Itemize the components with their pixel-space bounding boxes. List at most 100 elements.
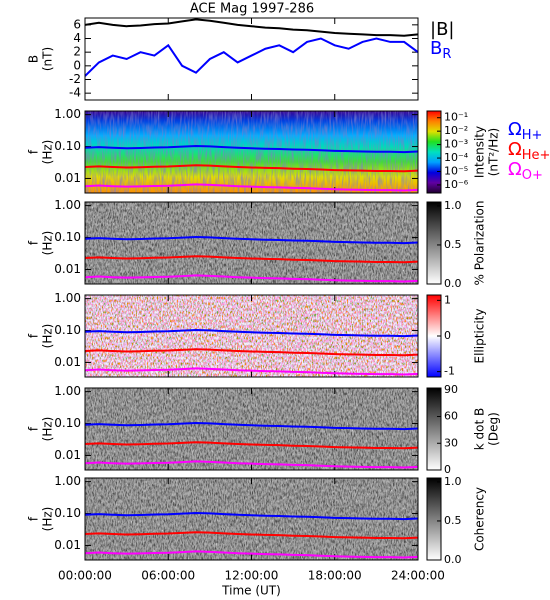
plot-frame — [84, 17, 419, 101]
series-line — [85, 531, 418, 540]
series-group — [85, 511, 418, 559]
series-line — [85, 183, 418, 192]
colorbar-label: (nT²/Hz) — [487, 128, 501, 176]
y-axis-label: f — [27, 149, 41, 154]
y-axis-label: f — [27, 333, 41, 338]
x-tick-label: 18:00:00 — [308, 569, 362, 583]
series-line — [85, 367, 418, 376]
colorbar-tick-label: 10⁻³ — [444, 138, 468, 151]
series-line — [85, 460, 418, 469]
y-tick-label: 0.01 — [54, 448, 81, 462]
series-line — [85, 37, 418, 77]
legend-label: ΩO+ — [508, 159, 543, 183]
series-line — [85, 550, 418, 559]
plot-frame — [84, 477, 419, 561]
y-tick-label: 1.00 — [54, 474, 81, 488]
y-tick-label: 1.00 — [54, 384, 81, 398]
chart-title: ACE Mag 1997-286 — [190, 2, 314, 17]
legend-name: Ω — [508, 119, 522, 140]
series-line — [85, 18, 418, 37]
legend-subscript: He+ — [522, 148, 550, 163]
y-tick-label: 0.10 — [54, 416, 81, 430]
colorbar-tick-label: -1 — [444, 365, 455, 378]
plot-frame — [84, 201, 419, 285]
colorbar-tick-label: 10⁻⁴ — [444, 151, 469, 164]
y-tick-label: 4 — [73, 31, 81, 45]
colorbar-tick-label: 90 — [444, 383, 458, 396]
colorbar-tick-label: 0.0 — [444, 277, 462, 290]
legend-name: B — [430, 38, 442, 59]
colorbar-tick-label: 0.5 — [444, 514, 462, 527]
y-tick-label: 0.01 — [54, 171, 81, 185]
x-axis-label: Time (UT) — [221, 584, 281, 598]
colorbar-label: (Deg) — [487, 412, 501, 446]
colorbar-tick-label: 1.0 — [444, 475, 462, 488]
series-line — [85, 421, 418, 431]
y-axis-label: B — [27, 55, 41, 63]
legend-subscript: H+ — [522, 128, 543, 143]
y-tick-label: 0.10 — [54, 230, 81, 244]
colorbar-tick-label: 10⁻⁵ — [444, 164, 468, 177]
series-group — [85, 235, 418, 283]
colorbar-label: k dot B — [473, 408, 487, 450]
y-tick-label: 0.01 — [54, 355, 81, 369]
series-line — [85, 235, 418, 245]
x-tick-label: 00:00:00 — [58, 569, 112, 583]
y-axis-label: (Hz) — [41, 140, 55, 165]
x-tick-label: 24:00:00 — [391, 569, 445, 583]
plot-frame — [84, 294, 419, 378]
series-group — [85, 144, 418, 192]
x-tick-label: 12:00:00 — [225, 569, 279, 583]
colorbar-tick-label: 60 — [444, 410, 458, 423]
y-axis-label: f — [27, 516, 41, 521]
colorbar-tick-label: 10⁻⁶ — [444, 178, 469, 191]
legend-label: BR — [430, 38, 451, 62]
series-group — [85, 328, 418, 376]
plot-frame — [84, 110, 419, 194]
y-tick-label: 1.00 — [54, 291, 81, 305]
y-tick-label: 0.01 — [54, 262, 81, 276]
colorbar — [426, 110, 442, 194]
legend-subscript: O+ — [522, 168, 543, 183]
colorbar-tick-label: 10⁻¹ — [444, 111, 468, 124]
series-line — [85, 441, 418, 450]
spectrogram — [85, 111, 418, 193]
colorbar-label: Ellipticity — [473, 309, 487, 364]
y-tick-label: 0 — [73, 58, 81, 72]
legend-name: Ω — [508, 139, 522, 160]
series-group — [85, 421, 418, 469]
y-axis-label: (Hz) — [41, 507, 55, 532]
colorbar — [426, 201, 442, 285]
legend-label: ΩH+ — [508, 119, 542, 143]
colorbar-tick-label: 0 — [444, 329, 451, 342]
colorbar-tick-label: 1 — [444, 293, 451, 306]
colorbar-label: % Polarization — [473, 201, 487, 286]
y-tick-label: -2 — [69, 72, 81, 86]
y-tick-label: 1.00 — [54, 198, 81, 212]
series-group — [85, 18, 418, 77]
colorbar-label: Coherency — [473, 487, 487, 551]
y-tick-label: 0.10 — [54, 506, 81, 520]
y-axis-label: (nT) — [41, 47, 55, 71]
legend-subscript: R — [442, 47, 451, 62]
legend-label: |B| — [430, 19, 454, 40]
x-tick-label: 06:00:00 — [141, 569, 195, 583]
y-axis-label: (Hz) — [41, 417, 55, 442]
y-axis-label: f — [27, 240, 41, 245]
spectrogram — [85, 202, 418, 284]
legend-name: |B| — [430, 19, 454, 40]
spectrogram — [85, 478, 418, 560]
y-tick-label: -4 — [69, 86, 81, 100]
legend-label: ΩHe+ — [508, 139, 550, 163]
series-line — [85, 328, 418, 338]
colorbar-tick-label: 1.0 — [444, 199, 462, 212]
y-axis-label: (Hz) — [41, 324, 55, 349]
spectrogram — [85, 295, 418, 377]
colorbar-tick-label: 0 — [444, 463, 451, 476]
colorbar-tick-label: 10⁻² — [444, 124, 468, 137]
series-line — [85, 348, 418, 357]
legend-name: Ω — [508, 159, 522, 180]
y-tick-label: 6 — [73, 17, 81, 31]
